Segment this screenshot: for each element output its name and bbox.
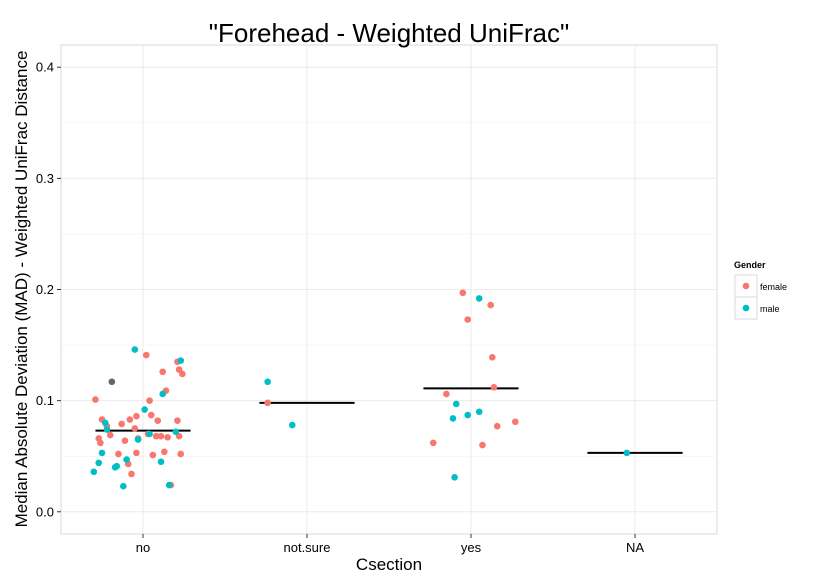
y-tick-label: 0.0 [36,504,54,519]
data-point [106,431,114,439]
data-point [177,450,185,458]
data-point [464,316,472,323]
data-point [157,458,165,466]
data-point [154,417,162,424]
grid-lines [61,45,717,534]
data-point [264,378,271,386]
x-tick-label: not.sure [284,540,331,555]
x-tick-label: no [136,540,150,555]
data-point [108,378,116,386]
data-point [92,396,99,403]
legend-entry-female: female [734,274,787,298]
y-tick-label: 0.2 [36,282,54,297]
data-point [118,420,125,428]
data-point [459,289,467,297]
data-point [177,357,185,364]
data-point [146,397,153,404]
data-point [95,459,103,467]
x-tick-label: yes [461,540,482,555]
data-point [264,399,271,407]
y-tick-label: 0.3 [36,171,54,186]
data-point [452,400,460,408]
data-point [479,441,486,449]
legend-entry-male: male [734,296,780,320]
data-point [98,449,106,457]
legend: Gender female male [734,260,787,320]
data-point [475,295,483,302]
data-point [623,449,631,457]
data-point [101,419,109,427]
data-point [165,481,173,489]
data-point [490,384,498,391]
data-point [131,346,139,353]
data-point [142,351,150,359]
data-point [429,439,437,447]
data-point [131,425,139,432]
data-point [128,470,135,478]
data-point [449,415,457,422]
data-point [464,411,472,419]
y-tick-label: 0.1 [36,393,54,408]
data-point [113,462,121,470]
data-point [133,412,140,420]
data-point [489,353,496,361]
legend-label-female: female [760,282,787,292]
data-point [133,449,140,457]
data-point [511,418,519,426]
data-point [174,417,181,424]
data-point [157,432,165,440]
legend-label-male: male [760,304,780,314]
legend-title: Gender [734,260,766,270]
data-points [90,289,631,490]
data-point [443,390,450,398]
legend-dot-female [742,282,750,290]
data-point [115,450,122,458]
data-point [97,439,104,447]
data-point [164,434,171,441]
data-point [147,411,155,419]
chart-title: "Forehead - Weighted UniFrac" [209,18,569,48]
data-point [146,430,153,438]
data-point [103,426,111,433]
data-point [126,416,134,423]
y-tick-label: 0.4 [36,60,54,75]
y-axis-title: Median Absolute Deviation (MAD) - Weight… [12,51,31,528]
data-point [493,422,501,430]
x-tick-label: NA [626,540,644,555]
legend-dot-male [742,304,750,312]
data-point [152,432,160,440]
data-point [451,474,458,481]
data-point [90,468,98,476]
x-axis-ticks: no not.sure yes NA [136,534,644,555]
data-point [159,390,166,398]
data-point [487,301,494,309]
data-point [288,421,296,429]
data-point [121,437,129,444]
data-point [161,448,168,456]
data-point [120,482,127,490]
data-point [149,451,157,459]
data-point [475,408,483,416]
data-point [134,436,142,443]
data-point [123,456,130,463]
data-point [141,406,148,413]
y-axis-ticks: 0.0 0.1 0.2 0.3 0.4 [36,60,61,519]
data-point [172,428,180,436]
x-axis-title: Csection [356,555,422,574]
data-point [179,370,186,378]
data-point [159,368,166,376]
